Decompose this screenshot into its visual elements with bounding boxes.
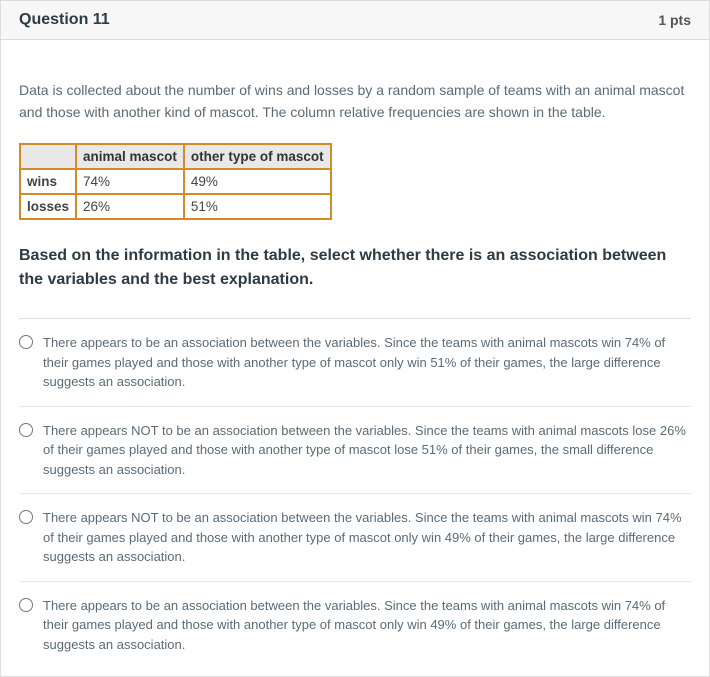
option-4-radio[interactable] xyxy=(19,598,33,612)
option-1[interactable]: There appears to be an association betwe… xyxy=(19,319,691,407)
frequency-table: animal mascot other type of mascot wins … xyxy=(19,143,332,220)
question-card: Question 11 1 pts Data is collected abou… xyxy=(0,0,710,677)
question-header: Question 11 1 pts xyxy=(1,1,709,40)
cell-losses-other: 51% xyxy=(184,194,331,219)
option-4[interactable]: There appears to be an association betwe… xyxy=(19,582,691,659)
cell-wins-other: 49% xyxy=(184,169,331,194)
table-header-other: other type of mascot xyxy=(184,144,331,169)
option-3-radio[interactable] xyxy=(19,510,33,524)
cell-wins-animal: 74% xyxy=(76,169,184,194)
option-2-radio[interactable] xyxy=(19,423,33,437)
table-header-animal: animal mascot xyxy=(76,144,184,169)
option-3[interactable]: There appears NOT to be an association b… xyxy=(19,494,691,582)
table-header-empty xyxy=(20,144,76,169)
option-1-radio[interactable] xyxy=(19,335,33,349)
question-body: Data is collected about the number of wi… xyxy=(1,40,709,676)
table-header-row: animal mascot other type of mascot xyxy=(20,144,331,169)
question-points: 1 pts xyxy=(658,12,691,28)
intro-text: Data is collected about the number of wi… xyxy=(19,80,691,123)
option-2[interactable]: There appears NOT to be an association b… xyxy=(19,407,691,495)
question-prompt: Based on the information in the table, s… xyxy=(19,244,691,292)
option-3-text: There appears NOT to be an association b… xyxy=(43,508,691,567)
option-1-text: There appears to be an association betwe… xyxy=(43,333,691,392)
cell-losses-animal: 26% xyxy=(76,194,184,219)
options-list: There appears to be an association betwe… xyxy=(19,319,691,658)
row-label-losses: losses xyxy=(20,194,76,219)
table-row: losses 26% 51% xyxy=(20,194,331,219)
row-label-wins: wins xyxy=(20,169,76,194)
option-2-text: There appears NOT to be an association b… xyxy=(43,421,691,480)
option-4-text: There appears to be an association betwe… xyxy=(43,596,691,655)
question-title: Question 11 xyxy=(19,11,110,29)
table-row: wins 74% 49% xyxy=(20,169,331,194)
